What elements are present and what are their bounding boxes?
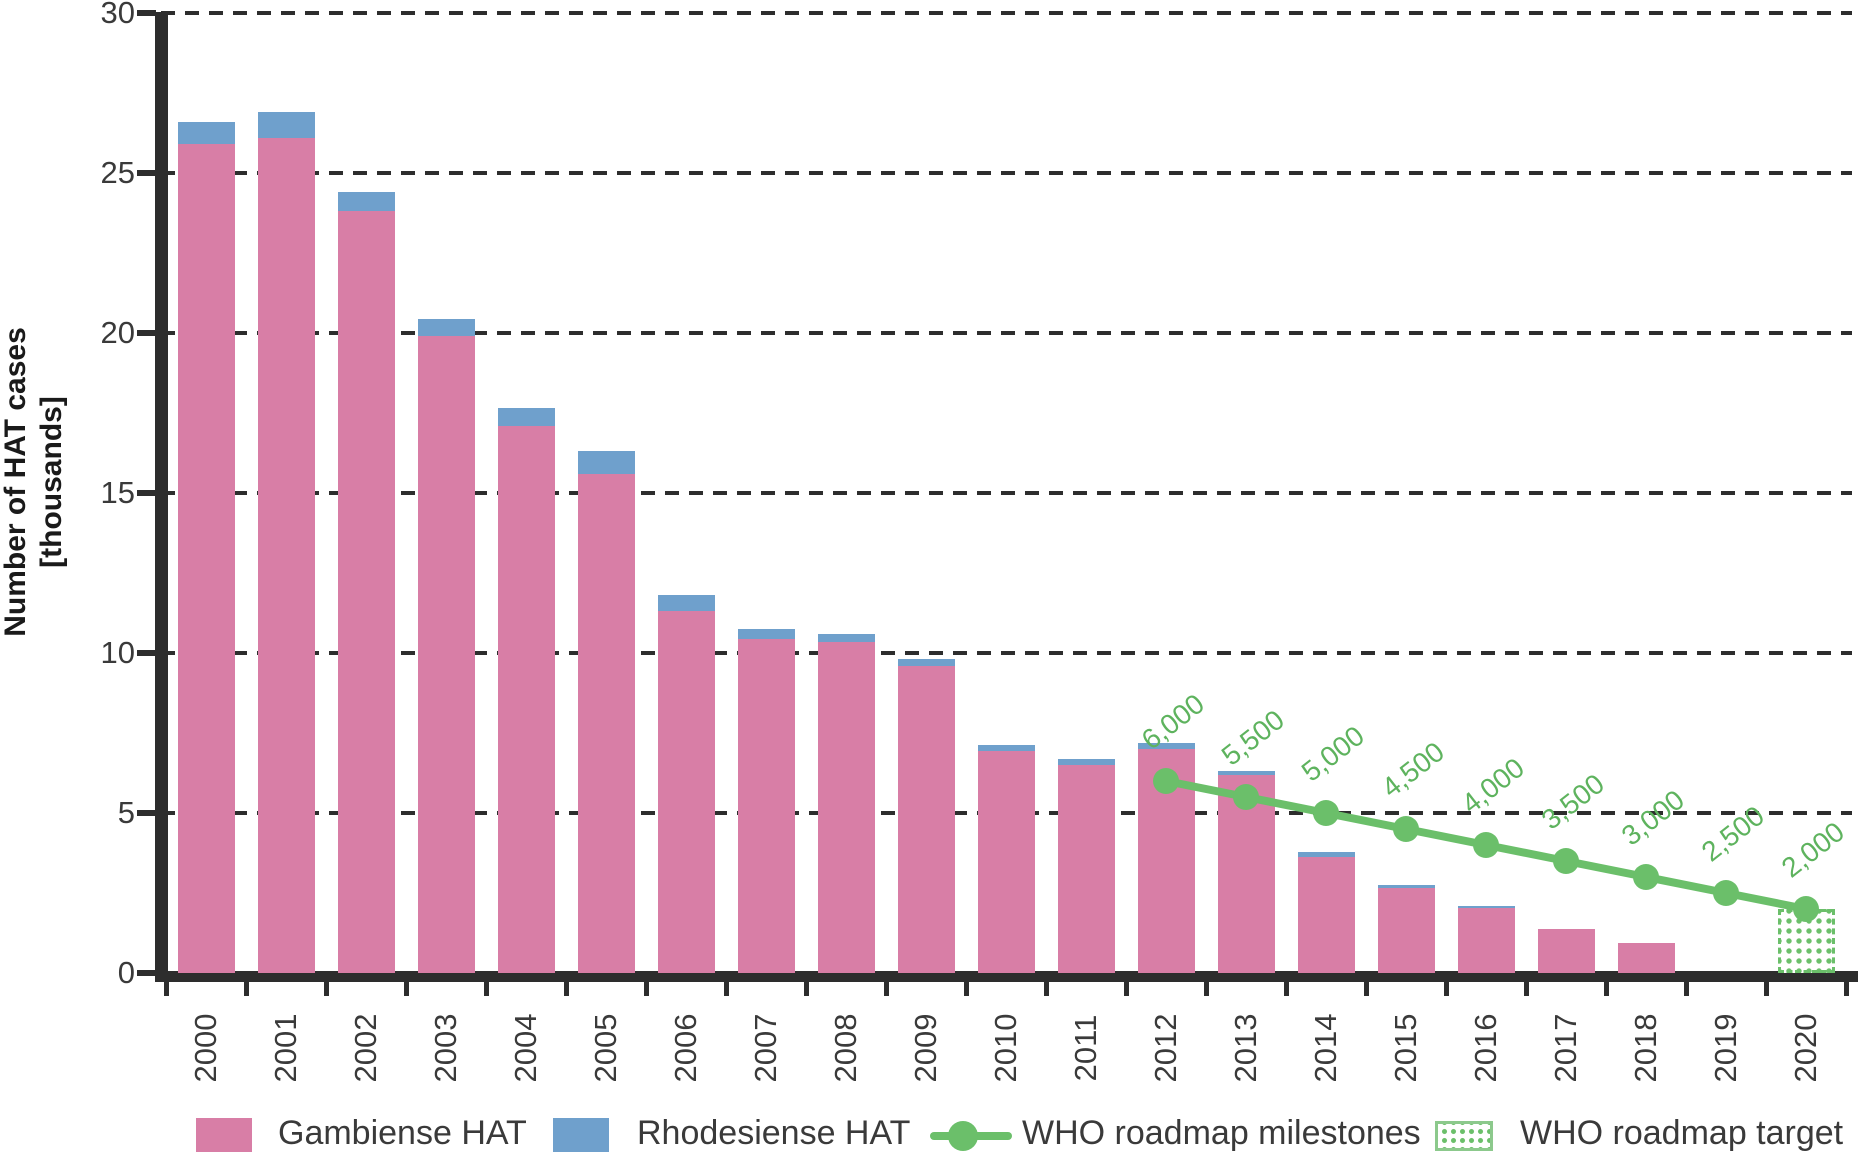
- bar-rhodesiense-2014: [1297, 852, 1355, 857]
- x-tick-11: [1043, 978, 1049, 996]
- bar-gambiense-2010: [977, 750, 1035, 973]
- y-tick-label-25: 25: [100, 155, 135, 190]
- bar-rhodesiense-2007: [737, 629, 795, 639]
- bar-rhodesiense-2001: [257, 112, 315, 138]
- x-tick-18: [1603, 978, 1609, 996]
- y-tick-0: [137, 970, 156, 976]
- y-tick-label-10: 10: [100, 635, 135, 670]
- bar-gambiense-2017: [1537, 928, 1595, 973]
- bar-gambiense-2003: [417, 336, 475, 973]
- y-tick-label-0: 0: [117, 955, 135, 990]
- bar-rhodesiense-2002: [337, 192, 395, 212]
- legend-label-rhodesiense: Rhodesiense HAT: [637, 1114, 911, 1152]
- bar-gambiense-2000: [177, 144, 235, 973]
- x-tick-13: [1203, 978, 1209, 996]
- x-tick-2: [323, 978, 329, 996]
- x-tick-10: [963, 978, 969, 996]
- bar-rhodesiense-2006: [657, 595, 715, 612]
- x-tick-4: [483, 978, 489, 996]
- bar-gambiense-2011: [1057, 765, 1115, 973]
- bar-gambiense-2014: [1297, 856, 1355, 973]
- bar-gambiense-2008: [817, 641, 875, 973]
- x-axis-line: [155, 971, 1858, 982]
- bar-rhodesiense-2009: [897, 659, 955, 666]
- y-tick-label-5: 5: [117, 795, 135, 830]
- y-axis-line: [155, 12, 168, 982]
- milestone-dot-2014: [1313, 800, 1339, 826]
- bar-rhodesiense-2010: [977, 744, 1035, 751]
- bar-gambiense-2018: [1617, 942, 1675, 973]
- milestone-dot-2012: [1153, 768, 1179, 794]
- milestone-dot-2020: [1793, 896, 1819, 922]
- x-tick-21: [1843, 978, 1849, 996]
- bar-gambiense-2005: [577, 473, 635, 973]
- bar-gambiense-2009: [897, 665, 955, 973]
- milestone-dot-2013: [1233, 784, 1259, 810]
- x-tick-17: [1523, 978, 1529, 996]
- bar-gambiense-2004: [497, 425, 555, 973]
- y-tick-label-20: 20: [100, 315, 135, 350]
- bar-gambiense-2001: [257, 137, 315, 973]
- bar-rhodesiense-2003: [417, 318, 475, 337]
- y-tick-30: [137, 10, 156, 16]
- bar-rhodesiense-2013: [1217, 771, 1275, 775]
- legend-milestone-dot-icon: [948, 1121, 978, 1151]
- legend-swatch-gambiense: [196, 1118, 252, 1152]
- bar-rhodesiense-2015: [1377, 885, 1435, 889]
- bar-rhodesiense-2012: [1137, 743, 1195, 749]
- legend-label-gambiense: Gambiense HAT: [278, 1114, 527, 1152]
- x-tick-20: [1763, 978, 1769, 996]
- x-tick-0: [163, 978, 169, 996]
- gridline-20: [161, 331, 1852, 335]
- milestone-dot-2017: [1553, 848, 1579, 874]
- legend-target-swatch-icon: [1435, 1121, 1493, 1151]
- y-tick-5: [137, 810, 156, 816]
- x-tick-1: [243, 978, 249, 996]
- x-tick-15: [1363, 978, 1369, 996]
- y-tick-25: [137, 170, 156, 176]
- gridline-25: [161, 171, 1852, 175]
- x-tick-16: [1443, 978, 1449, 996]
- legend-swatch-rhodesiense: [553, 1118, 609, 1152]
- x-tick-8: [803, 978, 809, 996]
- bar-gambiense-2016: [1457, 908, 1515, 973]
- gridline-30: [161, 11, 1852, 15]
- y-tick-label-30: 30: [100, 0, 135, 30]
- milestone-dot-2015: [1393, 816, 1419, 842]
- legend: Gambiense HAT Rhodesiense HAT WHO roadma…: [0, 1108, 1874, 1156]
- bar-rhodesiense-2004: [497, 408, 555, 426]
- y-tick-20: [137, 330, 156, 336]
- x-tick-3: [403, 978, 409, 996]
- y-tick-15: [137, 490, 156, 496]
- x-tick-12: [1123, 978, 1129, 996]
- bar-rhodesiense-2008: [817, 633, 875, 642]
- gridline-15: [161, 491, 1852, 495]
- x-tick-5: [563, 978, 569, 996]
- legend-label-target: WHO roadmap target: [1520, 1114, 1844, 1152]
- milestone-dot-2019: [1713, 880, 1739, 906]
- bar-gambiense-2015: [1377, 888, 1435, 973]
- bar-gambiense-2002: [337, 211, 395, 973]
- gridline-10: [161, 651, 1852, 655]
- y-tick-10: [137, 650, 156, 656]
- x-tick-19: [1683, 978, 1689, 996]
- milestone-dot-2018: [1633, 864, 1659, 890]
- x-tick-7: [723, 978, 729, 996]
- milestone-dot-2016: [1473, 832, 1499, 858]
- x-tick-14: [1283, 978, 1289, 996]
- legend-label-milestones: WHO roadmap milestones: [1022, 1114, 1421, 1152]
- bar-rhodesiense-2016: [1457, 905, 1515, 909]
- bar-rhodesiense-2011: [1057, 759, 1115, 765]
- bar-rhodesiense-2005: [577, 451, 635, 474]
- y-tick-label-15: 15: [100, 475, 135, 510]
- bar-gambiense-2006: [657, 611, 715, 973]
- x-tick-6: [643, 978, 649, 996]
- bar-rhodesiense-2000: [177, 121, 235, 145]
- bar-gambiense-2007: [737, 638, 795, 973]
- x-tick-9: [883, 978, 889, 996]
